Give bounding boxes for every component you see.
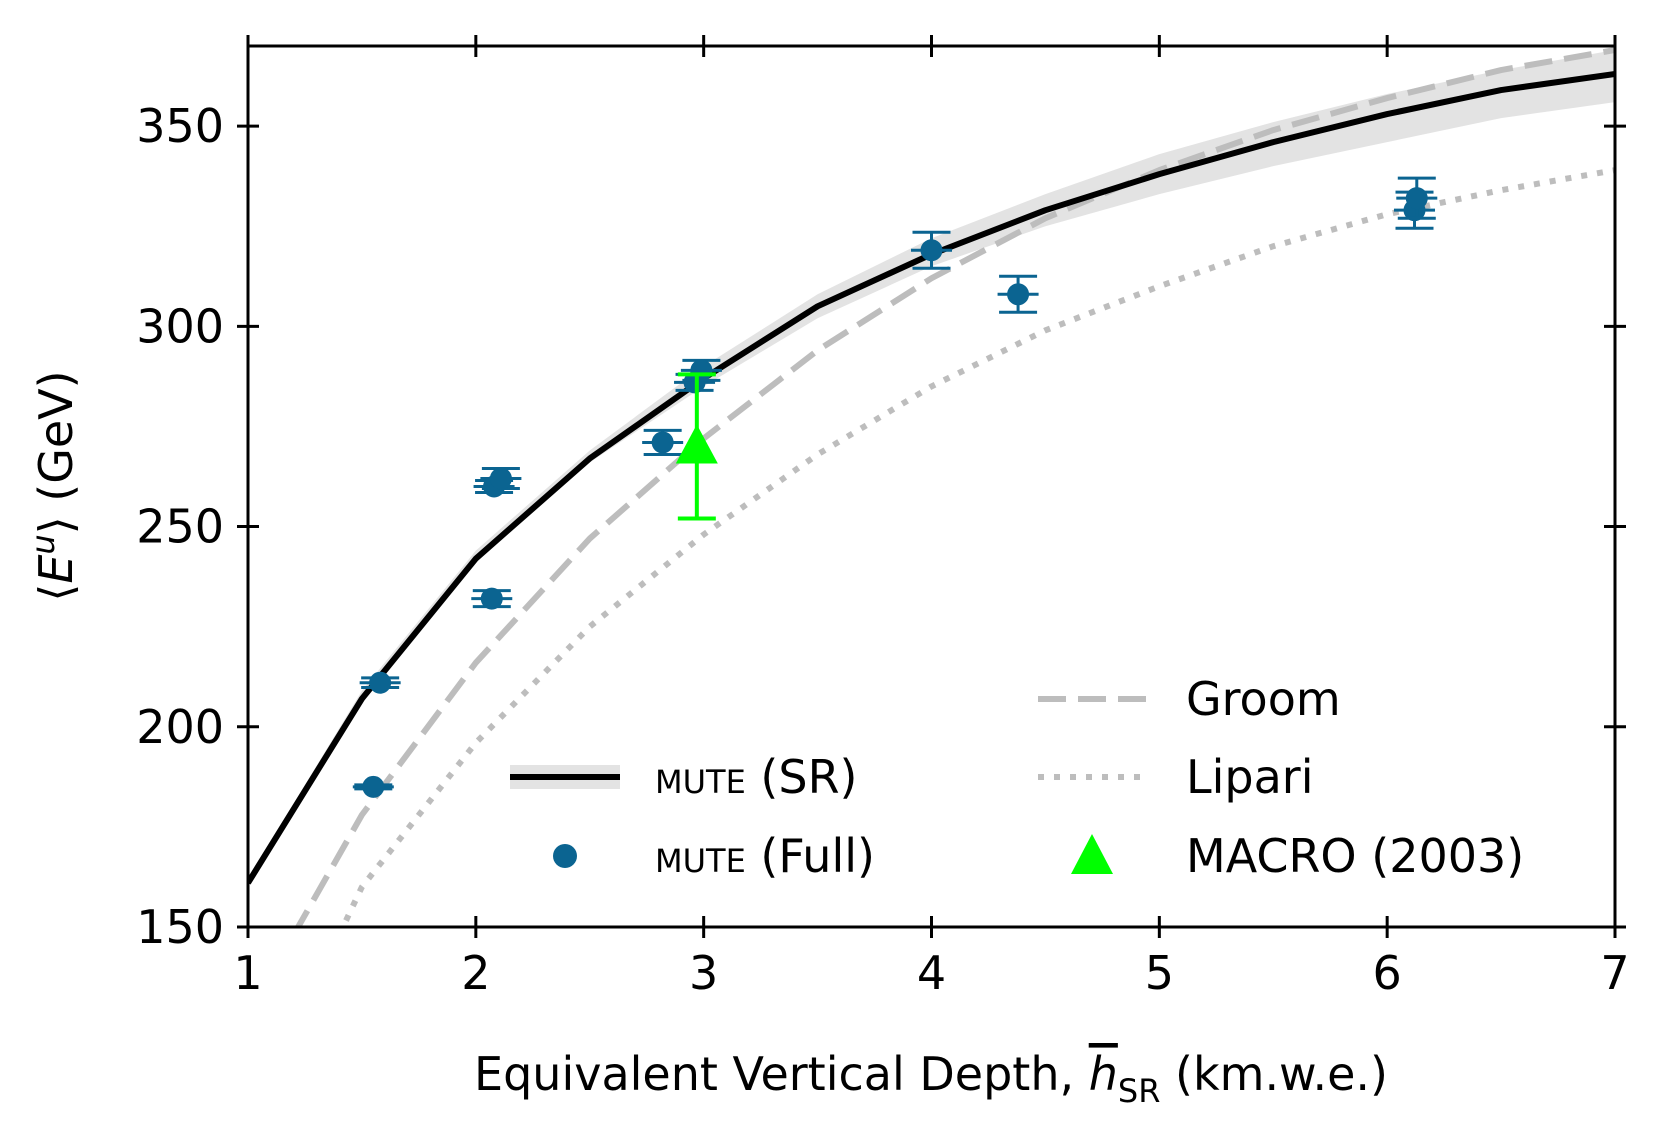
legend-mute-sr-suffix: (SR) [746,750,858,804]
x-axis-title-main: Equivalent Vertical Depth, [474,1047,1089,1101]
mute-full-point-5 [651,431,674,454]
mute-full-point-4 [489,467,512,490]
legend-mute-full-suffix: (Full) [746,829,875,883]
x-tick-label-6: 6 [1373,946,1402,1000]
legend-mute-full-smallcaps: mute [655,829,746,883]
y-axis-title-super: u [24,534,62,554]
mute-full-point-2 [480,587,503,610]
mute-full-point-1 [369,671,392,694]
mute-sr-band-layer [248,50,1615,887]
y-tick-label-200: 200 [136,700,224,754]
legend-mute-full-label: mute (Full) [655,829,875,883]
x-tick-label-3: 3 [689,946,718,1000]
y-tick-label-350: 350 [136,99,224,153]
x-axis-title: Equivalent Vertical Depth, hSR (km.w.e.) [474,1047,1388,1110]
y-axis-title-open: ⟨ [29,584,83,602]
legend-macro-marker [1071,834,1113,874]
legend-mute-full-marker [553,844,577,868]
x-tick-label-4: 4 [917,946,946,1000]
y-tick-label-250: 250 [136,500,224,554]
y-tick-label-150: 150 [136,900,224,954]
legend-macro-label: MACRO (2003) [1186,829,1524,883]
y-axis-title-close: ⟩ (GeV) [29,370,83,534]
x-tick-label-7: 7 [1600,946,1629,1000]
x-axis-title-unit: (km.w.e.) [1160,1047,1388,1101]
ticks-layer: 1 2 3 4 5 6 7 150 200 250 300 350 [136,35,1630,1000]
y-axis-title-symbol: E [29,555,83,584]
mute-sr-band [248,50,1615,887]
mute-full-point-11 [1405,187,1428,210]
mute-full-point-7 [690,359,713,382]
legend-lipari-label: Lipari [1186,750,1314,804]
x-tick-label-5: 5 [1145,946,1174,1000]
y-tick-label-300: 300 [136,299,224,353]
legend-mute-sr-smallcaps: mute [655,750,746,804]
legend: mute (SR) mute (Full) Groom Lipari MACRO… [510,672,1524,883]
x-tick-label-1: 1 [233,946,262,1000]
legend-groom-label: Groom [1186,672,1341,726]
x-axis-title-subscript: SR [1118,1072,1161,1110]
lipari-line [339,167,1615,927]
macro-point-0 [675,424,718,464]
points-layer [352,176,1438,798]
legend-mute-sr-label: mute (SR) [655,750,857,804]
mute-full-point-9 [1007,283,1030,306]
mute-full-point-0 [362,775,385,798]
x-axis-title-symbol: h [1089,1047,1118,1101]
groom-line [294,47,1615,927]
y-axis-title: ⟨Eu⟩ (GeV) [24,370,83,601]
x-tick-label-2: 2 [461,946,490,1000]
lines-layer [248,47,1615,927]
mute-full-point-8 [920,239,943,262]
